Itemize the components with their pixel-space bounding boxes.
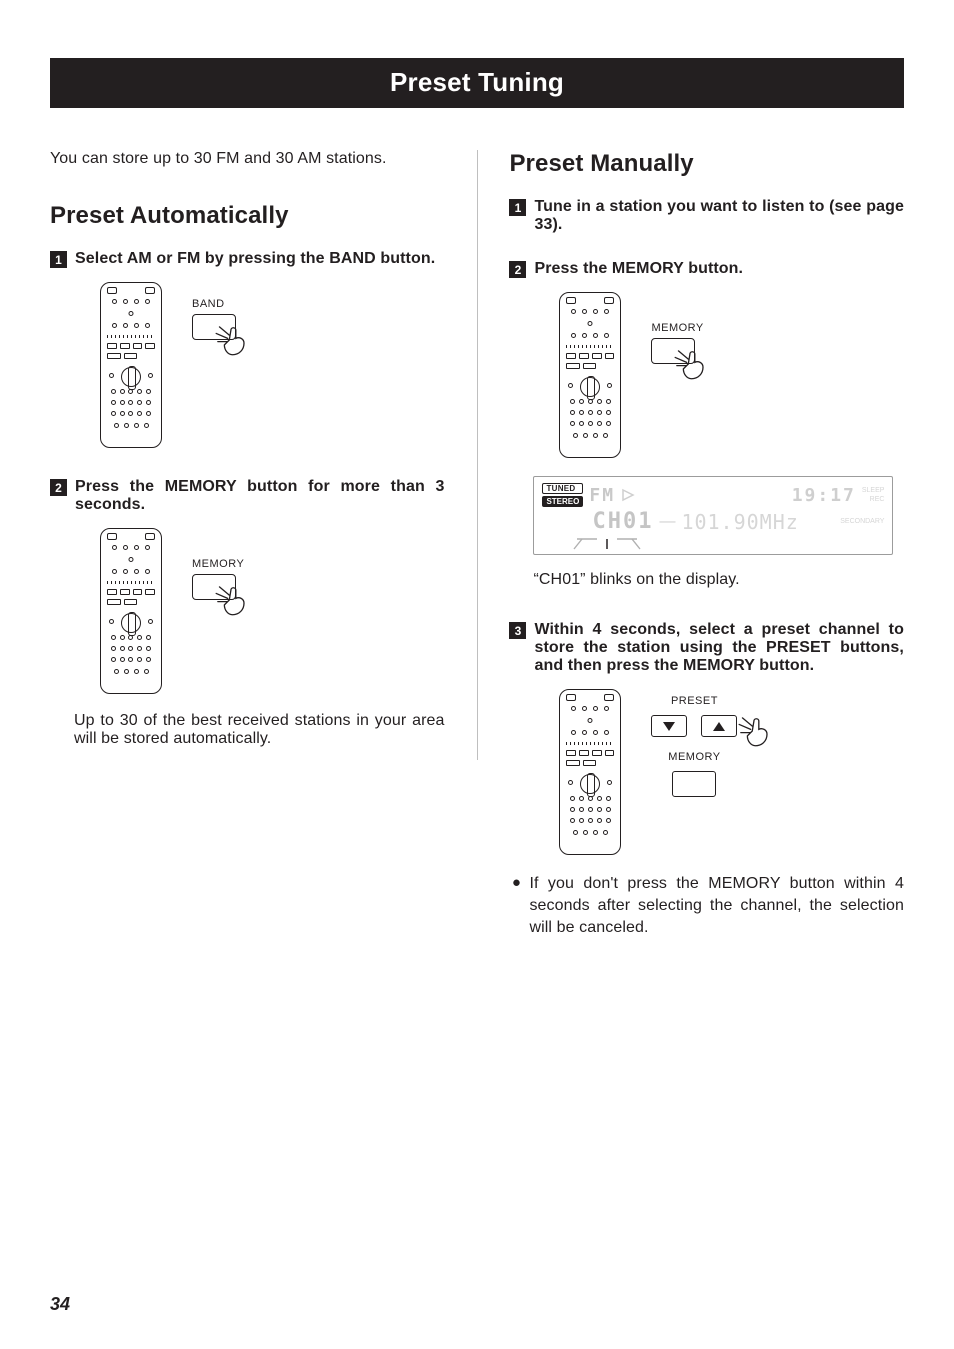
tab-indicator-icon	[572, 538, 884, 550]
memory-label: MEMORY	[651, 322, 703, 334]
manual-step-1: 1 Tune in a station you want to listen t…	[509, 198, 904, 234]
auto-note: Up to 30 of the best received stations i…	[74, 712, 445, 748]
step-text: Tune in a station you want to listen to …	[534, 198, 904, 234]
memory-button-icon	[672, 771, 716, 797]
page: Preset Tuning You can store up to 30 FM …	[0, 0, 954, 939]
frequency-display: 101.90MHz	[681, 510, 798, 534]
memory-label: MEMORY	[668, 751, 720, 763]
step-number-icon: 2	[50, 479, 67, 496]
two-column-layout: You can store up to 30 FM and 30 AM stat…	[50, 150, 904, 939]
display-caption: “CH01” blinks on the display.	[533, 571, 904, 589]
hand-pointer-icon	[214, 582, 256, 618]
left-column: You can store up to 30 FM and 30 AM stat…	[50, 150, 445, 939]
channel-display: CH01	[592, 509, 653, 534]
step-number-icon: 2	[509, 261, 526, 278]
page-title-bar: Preset Tuning	[50, 58, 904, 108]
memory-button-callout: MEMORY	[192, 558, 244, 600]
step-text: Within 4 seconds, select a preset channe…	[534, 621, 904, 675]
preset-manual-heading: Preset Manually	[509, 150, 904, 178]
page-number: 34	[50, 1294, 70, 1315]
step-text: Press the MEMORY button for more than 3 …	[75, 478, 445, 514]
hand-pointer-icon	[673, 346, 715, 382]
side-indicators: SLEEP REC	[862, 486, 885, 504]
page-title: Preset Tuning	[390, 67, 564, 97]
band-button-callout: BAND	[192, 298, 236, 340]
manual-step-3: 3 Within 4 seconds, select a preset chan…	[509, 621, 904, 855]
remote-icon	[559, 689, 621, 855]
right-column: Preset Manually 1 Tune in a station you …	[509, 150, 904, 939]
remote-icon	[100, 528, 162, 694]
figure-remote-memory-2: MEMORY	[559, 292, 904, 458]
figure-remote-preset: PRESET MEMORY	[559, 689, 904, 855]
band-indicator: FM	[589, 485, 615, 506]
auto-step-1: 1 Select AM or FM by pressing the BAND b…	[50, 250, 445, 448]
step-number-icon: 1	[509, 199, 526, 216]
stereo-badge: STEREO	[542, 496, 583, 507]
hand-pointer-icon	[737, 713, 779, 749]
column-divider	[477, 150, 478, 760]
preset-auto-heading: Preset Automatically	[50, 202, 445, 230]
preset-up-button-icon	[701, 715, 737, 737]
hand-pointer-icon	[214, 322, 256, 358]
intro-text: You can store up to 30 FM and 30 AM stat…	[50, 150, 445, 168]
tuned-badge: TUNED	[542, 483, 583, 494]
figure-remote-band: BAND	[100, 282, 445, 448]
preset-memory-callout: PRESET MEMORY	[651, 695, 737, 797]
preset-label: PRESET	[671, 695, 718, 707]
step-text: Press the MEMORY button.	[534, 260, 904, 278]
auto-step-2: 2 Press the MEMORY button for more than …	[50, 478, 445, 748]
bullet-text: If you don't press the MEMORY button wit…	[529, 873, 904, 939]
play-icon	[621, 488, 635, 502]
memory-button-callout: MEMORY	[651, 322, 703, 364]
step-text: Select AM or FM by pressing the BAND but…	[75, 250, 445, 268]
step-number-icon: 1	[50, 251, 67, 268]
display-panel: TUNED STEREO FM 19:17 SLEEP REC	[533, 476, 893, 555]
secondary-indicator: SECONDARY	[840, 517, 884, 526]
time-display: 19:17	[792, 485, 856, 506]
timeout-note: ● If you don't press the MEMORY button w…	[509, 873, 904, 939]
remote-icon	[559, 292, 621, 458]
memory-label: MEMORY	[192, 558, 244, 570]
preset-down-button-icon	[651, 715, 687, 737]
figure-remote-memory: MEMORY	[100, 528, 445, 694]
remote-icon	[100, 282, 162, 448]
band-label: BAND	[192, 298, 236, 310]
step-number-icon: 3	[509, 622, 526, 639]
manual-step-2: 2 Press the MEMORY button.	[509, 260, 904, 589]
bullet-icon: ●	[509, 873, 523, 939]
